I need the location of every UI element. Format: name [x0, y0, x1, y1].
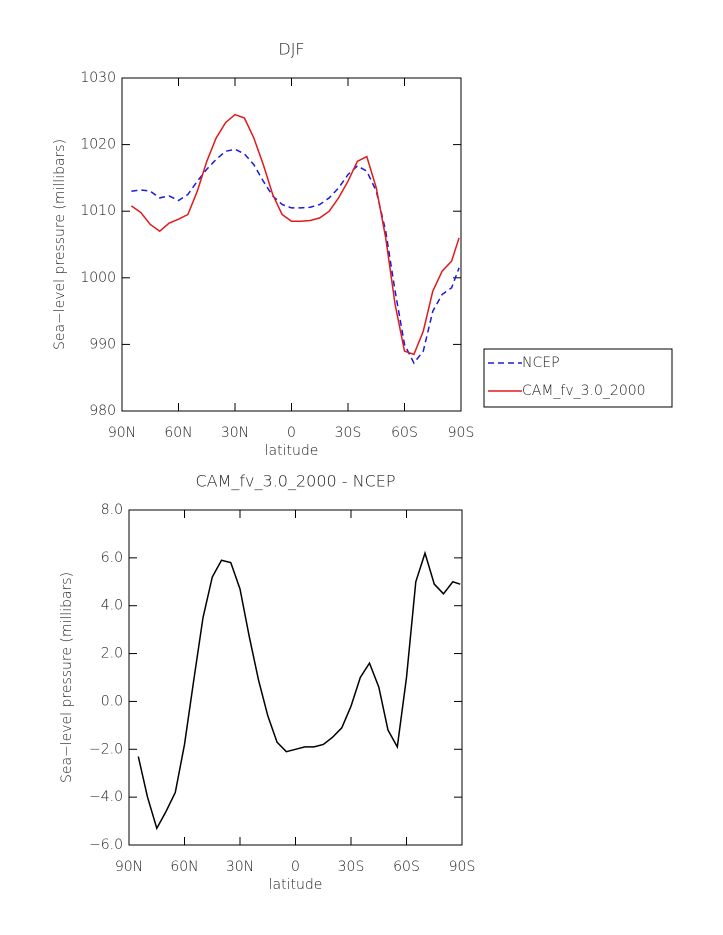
legend-box [483, 348, 673, 408]
y-tick-label: 4.0 [101, 598, 123, 614]
chart-title: DJF [278, 40, 304, 59]
x-tick-label: 30S [338, 859, 365, 875]
x-tick-label: 60N [164, 425, 192, 441]
data-line [137, 550, 461, 831]
legend-label: CAM_fv_3.0_2000 [522, 383, 646, 399]
legend-label: NCEP [522, 355, 560, 371]
data-line [131, 148, 460, 365]
y-tick-label: 1000 [80, 270, 116, 286]
y-tick-label: 1020 [80, 137, 116, 153]
y-tick-label: 1010 [80, 203, 116, 219]
x-tick-label: 60S [393, 859, 420, 875]
x-tick-label: 30S [335, 425, 362, 441]
y-tick-label: −2.0 [89, 741, 123, 757]
plot-frame [121, 77, 462, 412]
x-tick-label: 90S [449, 859, 476, 875]
y-tick-label: 1030 [80, 70, 116, 86]
y-tick-label: 990 [89, 336, 116, 352]
x-axis-label: latitude [269, 877, 323, 893]
x-axis-label: latitude [265, 443, 319, 459]
y-tick-label: −4.0 [89, 789, 123, 805]
y-tick-label: 0.0 [101, 693, 123, 709]
y-axis-label: Sea−level pressure (millibars) [59, 572, 75, 783]
x-tick-label: 90N [108, 425, 136, 441]
plot-frame [128, 509, 463, 846]
x-tick-label: 30N [226, 859, 254, 875]
x-tick-label: 90S [448, 425, 475, 441]
y-axis-label: Sea−level pressure (millibars) [52, 139, 68, 350]
x-tick-label: 30N [221, 425, 249, 441]
y-tick-label: 6.0 [101, 550, 123, 566]
x-tick-label: 0 [291, 859, 300, 875]
data-line [130, 113, 460, 356]
x-tick-label: 0 [287, 425, 296, 441]
y-tick-label: −6.0 [89, 837, 123, 853]
y-tick-label: 8.0 [101, 502, 123, 518]
chart-title: CAM_fv_3.0_2000 - NCEP [195, 472, 395, 491]
x-tick-label: 90N [115, 859, 143, 875]
y-tick-label: 2.0 [101, 646, 123, 662]
y-tick-label: 980 [89, 403, 116, 419]
x-tick-label: 60S [391, 425, 418, 441]
x-tick-label: 60N [170, 859, 198, 875]
